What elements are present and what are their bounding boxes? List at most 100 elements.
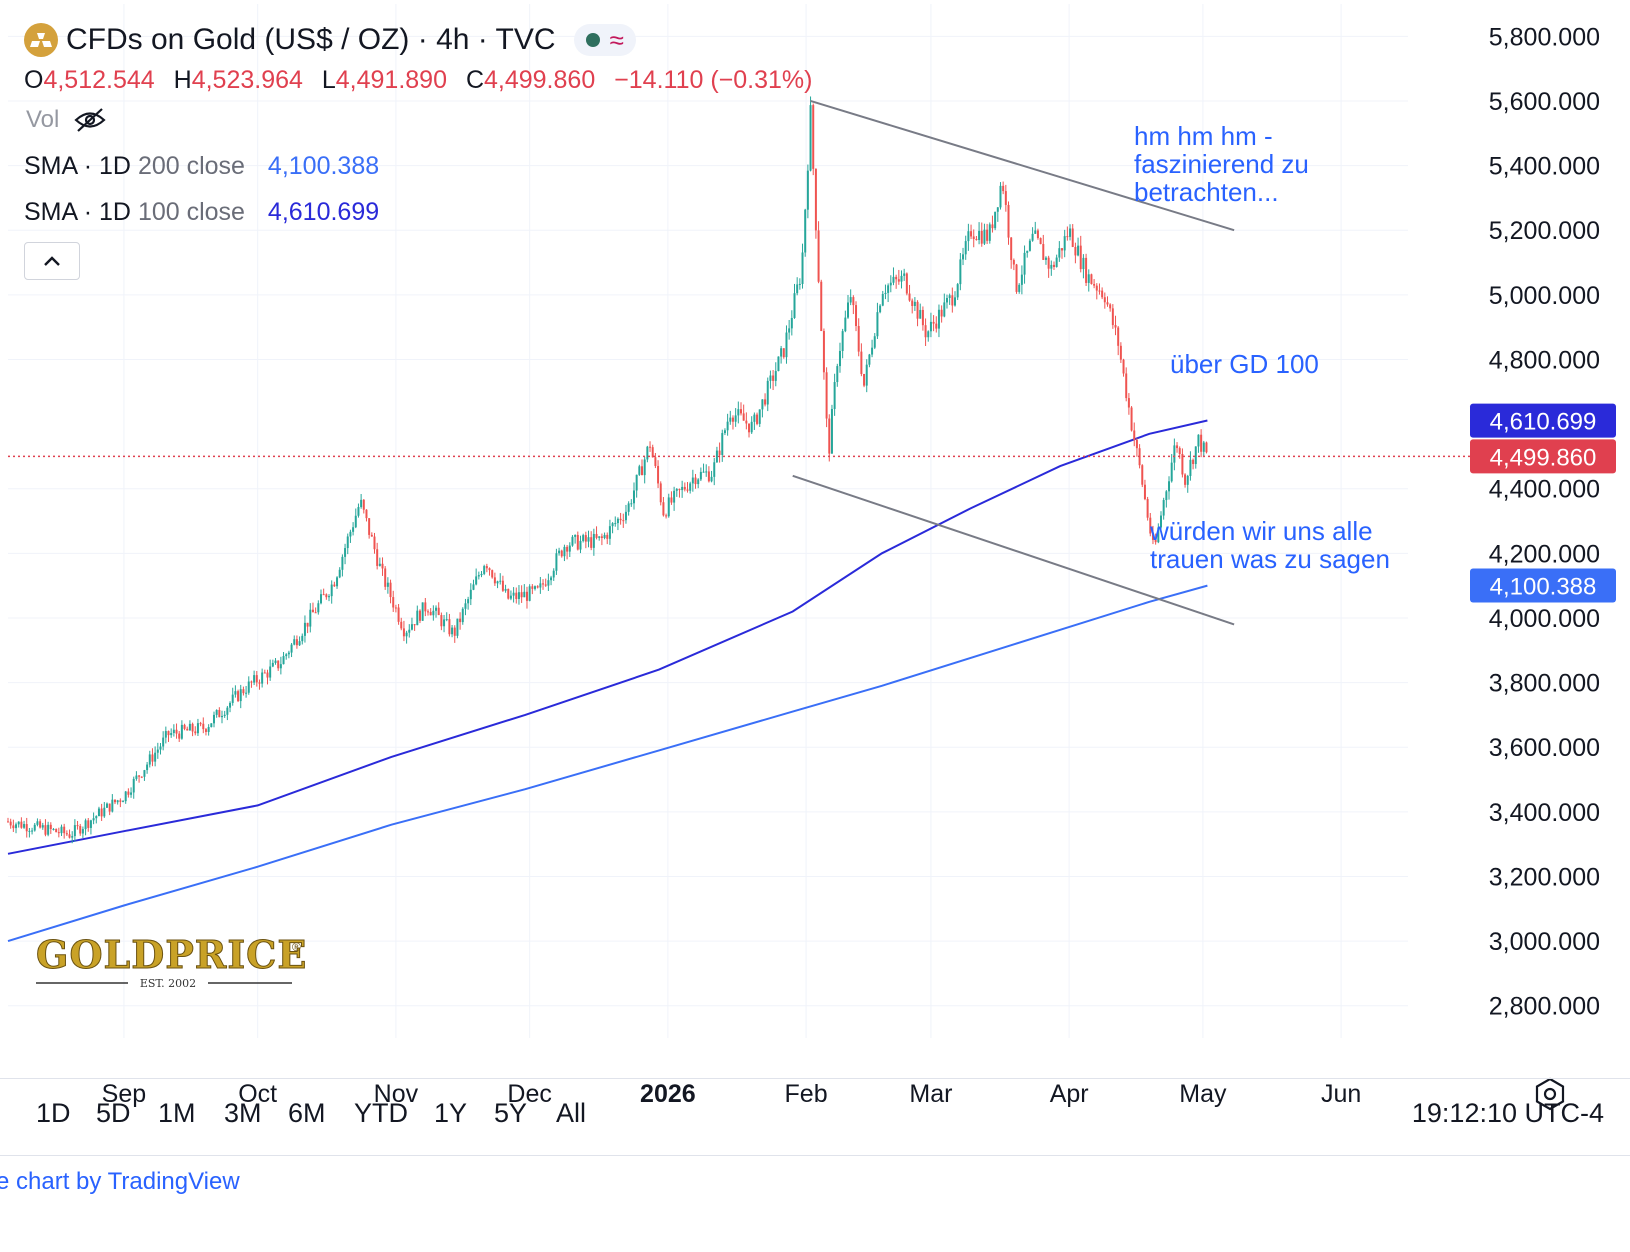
eye-hidden-icon[interactable] <box>73 107 107 133</box>
candle <box>1012 258 1015 271</box>
candle <box>1114 315 1117 336</box>
candle <box>1007 201 1010 245</box>
x-tick-label: Apr <box>1050 1080 1089 1108</box>
range-button-all[interactable]: All <box>556 1098 587 1128</box>
volume-legend[interactable]: Vol <box>26 106 107 134</box>
range-button-1m[interactable]: 1M <box>158 1098 196 1128</box>
candle <box>616 517 619 531</box>
sma200-legend[interactable]: SMA · 1D 200 close 4,100.388 <box>24 152 379 181</box>
candle <box>1122 358 1125 377</box>
candle <box>715 446 718 463</box>
sma200-line[interactable] <box>7 584 1208 943</box>
tradingview-credit-link[interactable]: e chart by TradingView <box>0 1168 240 1195</box>
candle <box>879 304 882 314</box>
candle <box>547 573 550 591</box>
candle <box>295 635 298 649</box>
collapse-legend-button[interactable] <box>24 242 80 280</box>
candle <box>328 594 331 602</box>
candle <box>250 680 253 688</box>
candle <box>651 444 654 458</box>
candle <box>397 604 400 625</box>
range-button-5y[interactable]: 5Y <box>494 1098 528 1128</box>
candle <box>999 182 1002 210</box>
sma100-price-tag[interactable]: 4,610.699 <box>1470 403 1616 438</box>
y-tick-label: 3,600.000 <box>1489 734 1600 762</box>
candle <box>127 788 130 798</box>
candle <box>7 817 9 823</box>
candle <box>713 458 716 486</box>
annotation-trauen-line[interactable]: trauen was zu sagen <box>1150 544 1390 574</box>
candle <box>571 535 574 547</box>
annotation-faszinierend-line[interactable]: hm hm hm - <box>1134 121 1273 151</box>
candle <box>25 817 28 838</box>
clock-readout[interactable]: 19:12:10 UTC-4 <box>1411 1098 1604 1128</box>
y-tick-label: 5,000.000 <box>1489 282 1600 310</box>
sma200-price-tag[interactable]: 4,100.388 <box>1470 568 1616 603</box>
candle <box>956 282 959 301</box>
candle <box>362 498 365 514</box>
candle <box>686 482 689 493</box>
candle <box>114 799 117 805</box>
candle <box>742 404 745 421</box>
candle <box>619 512 622 525</box>
lower-trendline[interactable] <box>792 474 1235 626</box>
candle <box>739 402 742 416</box>
market-status[interactable]: ≈ <box>573 24 636 56</box>
annotation-faszinierend-line[interactable]: faszinierend zu <box>1134 149 1309 179</box>
sma100-legend[interactable]: SMA · 1D 100 close 4,610.699 <box>24 198 379 227</box>
candle <box>55 828 58 833</box>
candle <box>459 612 462 630</box>
candle <box>274 658 277 665</box>
candle <box>464 598 467 616</box>
candle <box>314 607 317 614</box>
candle <box>338 567 341 579</box>
range-button-5d[interactable]: 5D <box>96 1098 131 1128</box>
range-button-1d[interactable]: 1D <box>36 1098 71 1128</box>
candle <box>333 581 336 587</box>
candle <box>1052 261 1055 270</box>
symbol-header[interactable]: CFDs on Gold (US$ / OZ) · 4h · TVC ≈ <box>24 18 636 62</box>
annotation-gd100-line[interactable]: über GD 100 <box>1170 349 1319 379</box>
range-button-3m[interactable]: 3M <box>224 1098 262 1128</box>
candle <box>649 441 652 452</box>
candle <box>641 459 644 476</box>
candle <box>972 229 975 248</box>
candle <box>828 414 831 462</box>
candle <box>606 532 609 545</box>
candle <box>154 746 157 767</box>
last-price-tag[interactable]: 4,499.860 <box>1470 439 1616 474</box>
candle <box>833 373 836 416</box>
candle <box>1047 255 1050 278</box>
candle <box>887 283 890 303</box>
range-button-1y[interactable]: 1Y <box>434 1098 468 1128</box>
sma100-line[interactable] <box>7 419 1208 855</box>
candle <box>400 617 403 631</box>
annotation-trauen-line[interactable]: würden wir uns alle <box>1149 516 1373 546</box>
candle <box>263 669 266 674</box>
upper-trendline[interactable] <box>810 99 1235 232</box>
candle <box>1170 454 1173 483</box>
candle <box>12 819 15 832</box>
candle <box>223 710 226 718</box>
candle <box>1154 533 1157 545</box>
market-open-icon <box>585 33 600 47</box>
candle <box>1087 269 1090 292</box>
candle <box>148 750 151 768</box>
chart-settings-button[interactable] <box>1532 1076 1568 1112</box>
candle <box>47 821 50 837</box>
candle <box>17 821 20 828</box>
candle <box>89 819 92 835</box>
candle <box>576 531 579 551</box>
candle <box>311 602 314 613</box>
candle <box>293 635 296 646</box>
candle <box>630 499 633 507</box>
range-button-ytd[interactable]: YTD <box>354 1098 408 1128</box>
candle <box>865 359 868 393</box>
range-button-6m[interactable]: 6M <box>288 1098 326 1128</box>
candle <box>948 293 951 305</box>
candle <box>453 625 456 643</box>
annotation-faszinierend-line[interactable]: betrachten... <box>1134 177 1279 207</box>
candle <box>1186 474 1189 493</box>
candle <box>608 519 611 545</box>
